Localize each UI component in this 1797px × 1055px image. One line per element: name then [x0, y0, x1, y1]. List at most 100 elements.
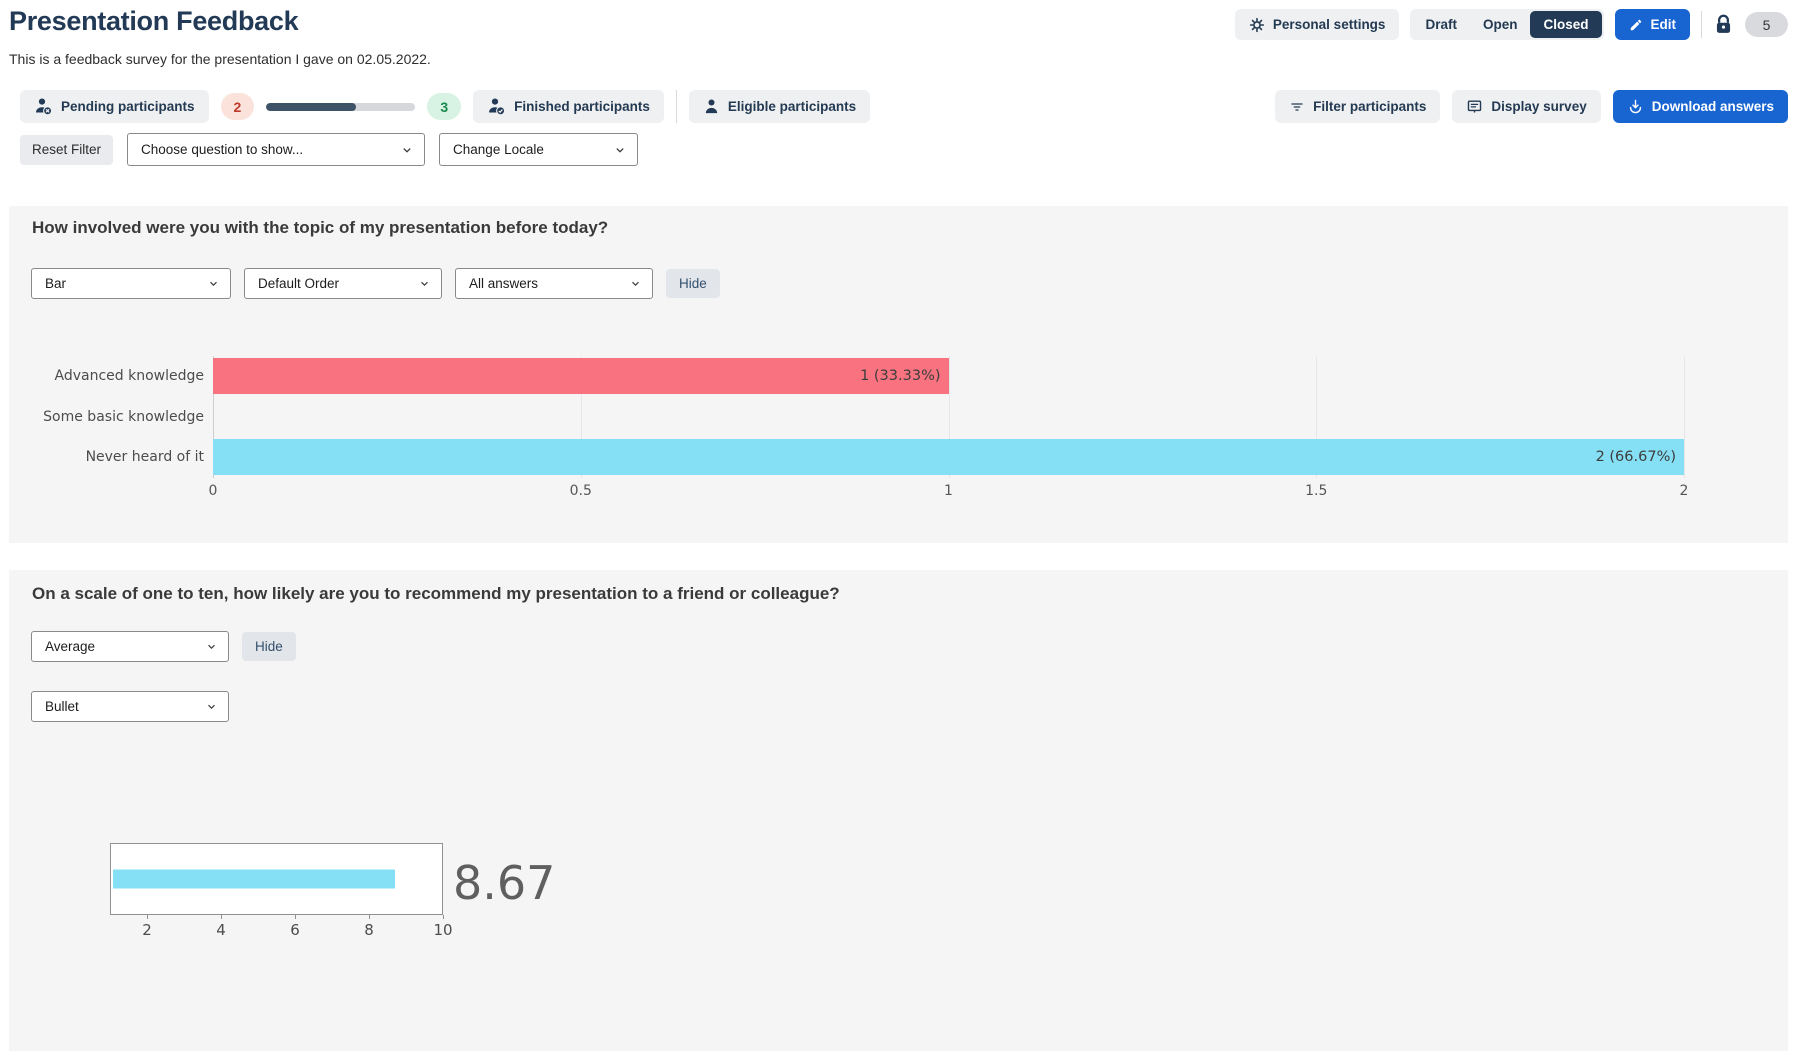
bullet-tick-mark: [146, 915, 148, 919]
gridline: [213, 356, 214, 478]
x-tick-label: 2: [1679, 483, 1689, 499]
bar-chart-labels: Advanced knowledge Some basic knowledge Ne…: [9, 356, 213, 478]
gridline: [1316, 356, 1318, 478]
display-survey-button[interactable]: Display survey: [1452, 90, 1601, 123]
eligible-participants-button[interactable]: Eligible participants: [688, 90, 871, 123]
personal-settings-label: Personal settings: [1272, 17, 1386, 32]
bullet-chart: 2 4 6 8 10: [110, 843, 453, 939]
pending-count-badge: 2: [220, 93, 255, 120]
order-select[interactable]: Default Order: [244, 268, 442, 299]
pending-participants-label: Pending participants: [61, 99, 195, 114]
person-icon: [703, 98, 720, 115]
question1-title: How involved were you with the topic of …: [32, 218, 609, 237]
chevron-down-icon: [205, 700, 218, 713]
bar: 2 (66.67%): [213, 439, 1684, 475]
person-check-icon: [487, 97, 506, 116]
hide-question2-button[interactable]: Hide: [242, 632, 296, 661]
locale-select[interactable]: Change Locale: [439, 133, 639, 166]
gridline: [1684, 356, 1685, 478]
gear-icon: [1249, 17, 1265, 33]
question2-chart-type-row: Bullet: [31, 691, 229, 722]
finished-participants-button[interactable]: Finished participants: [473, 90, 664, 123]
pencil-icon: [1629, 18, 1643, 32]
gridline: [580, 356, 582, 478]
bar-chart-row: [213, 397, 1684, 438]
chart-type-select[interactable]: Bar: [31, 268, 231, 299]
bar-chart-row: 1 (33.33%): [213, 356, 1684, 397]
x-tick-label: 1.5: [1305, 483, 1328, 499]
filter-icon: [1289, 99, 1305, 115]
chevron-down-icon: [418, 277, 431, 290]
question2-title: On a scale of one to ten, how likely are…: [32, 584, 840, 603]
participants-progress-fill: [266, 102, 356, 111]
bullet-tick-mark: [369, 915, 370, 919]
question2-panel: On a scale of one to ten, how likely are…: [9, 570, 1788, 1051]
bullet-chart-axis: 2 4 6 8 10: [110, 915, 453, 939]
bullet-tick-mark: [221, 915, 222, 919]
page-title: Presentation Feedback: [9, 6, 299, 36]
chevron-down-icon: [629, 277, 642, 290]
locale-select-value: Change Locale: [453, 142, 544, 157]
question-select[interactable]: Choose question to show...: [127, 133, 426, 166]
category-label: Some basic knowledge: [43, 408, 204, 425]
chart-type-value: Bar: [45, 276, 67, 291]
reset-filter-button[interactable]: Reset Filter: [20, 134, 114, 165]
filter-row: Reset Filter Choose question to show... …: [20, 133, 639, 166]
bullet-chart-bar: [113, 869, 396, 889]
tab-closed[interactable]: Closed: [1530, 11, 1602, 38]
pending-participants-button[interactable]: Pending participants: [20, 90, 209, 123]
tab-open[interactable]: Open: [1482, 17, 1518, 32]
download-answers-button[interactable]: Download answers: [1612, 90, 1788, 123]
x-tick-label: 1: [944, 483, 953, 499]
bullet-tick-label: 8: [364, 921, 374, 939]
question2-controls: Average Hide: [31, 631, 296, 662]
answers-select[interactable]: All answers: [455, 268, 653, 299]
header-actions: Personal settings Draft Open Closed Edit…: [1234, 9, 1788, 40]
personal-settings-button[interactable]: Personal settings: [1234, 9, 1400, 40]
category-label: Never heard of it: [85, 449, 204, 465]
header-divider: [1701, 11, 1702, 38]
bullet-tick-label: 6: [290, 921, 300, 939]
bullet-tick-label: 4: [216, 921, 226, 939]
x-tick-label: 0: [208, 483, 218, 499]
participants-toolbar: Pending participants 2 3 Finished partic…: [20, 90, 1788, 123]
edit-label: Edit: [1650, 17, 1677, 32]
person-x-icon: [34, 97, 53, 116]
metric-select[interactable]: Average: [31, 631, 229, 662]
toolbar-divider: [675, 90, 677, 123]
eligible-participants-label: Eligible participants: [727, 99, 857, 114]
order-select-value: Default Order: [258, 276, 340, 291]
question-select-value: Choose question to show...: [141, 142, 304, 157]
chevron-down-icon: [207, 277, 220, 290]
chevron-down-icon: [205, 640, 218, 653]
answers-select-value: All answers: [469, 276, 539, 291]
question1-panel: How involved were you with the topic of …: [9, 206, 1788, 543]
display-survey-label: Display survey: [1491, 99, 1587, 114]
bullet-tick-mark: [443, 915, 444, 919]
tab-draft[interactable]: Draft: [1425, 17, 1457, 32]
filter-participants-label: Filter participants: [1313, 99, 1427, 114]
question1-controls: Bar Default Order All answers Hide: [31, 268, 720, 299]
chevron-down-icon: [400, 143, 414, 157]
filter-participants-button[interactable]: Filter participants: [1275, 90, 1441, 123]
download-answers-label: Download answers: [1651, 99, 1774, 114]
average-value: 8.67: [453, 856, 556, 910]
page-subtitle: This is a feedback survey for the presen…: [9, 51, 431, 67]
bullet-type-select[interactable]: Bullet: [31, 691, 229, 722]
category-label: Advanced knowledge: [54, 368, 205, 384]
bullet-tick-mark: [295, 915, 296, 919]
finished-participants-label: Finished participants: [514, 99, 650, 114]
hide-question1-button[interactable]: Hide: [666, 269, 720, 298]
status-tab-group: Draft Open Closed: [1410, 9, 1604, 40]
bullet-type-value: Bullet: [45, 699, 79, 714]
metric-select-value: Average: [45, 639, 96, 654]
x-tick-label: 0.5: [569, 483, 592, 499]
bar-chart-x-axis: 0 0.5 1 1.5 2: [209, 483, 1689, 501]
gridline: [948, 356, 950, 478]
bar-chart-plot: 1 (33.33%) 2 (66.67%): [213, 356, 1685, 478]
edit-button[interactable]: Edit: [1614, 9, 1690, 40]
finished-count-badge: 3: [427, 93, 462, 120]
bullet-chart-box: [110, 843, 443, 915]
display-icon: [1466, 98, 1483, 115]
bullet-tick-label: 2: [142, 921, 152, 939]
